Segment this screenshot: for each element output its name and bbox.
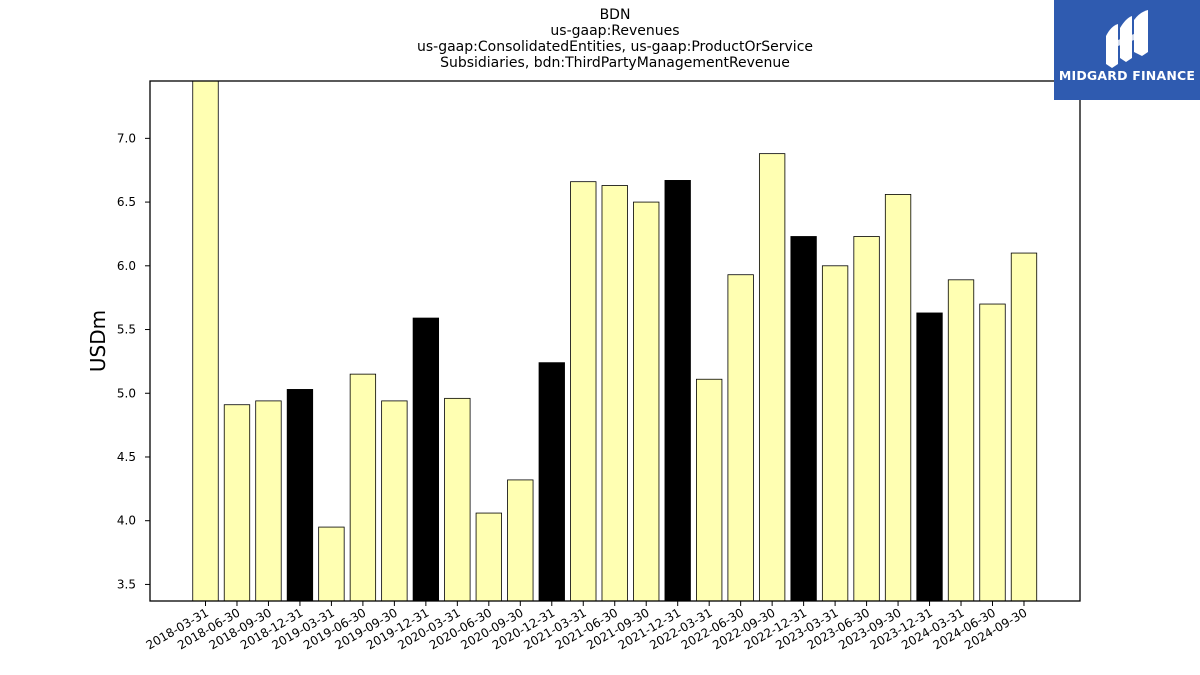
chart-subtitle-1: us-gaap:Revenues [550, 23, 680, 39]
y-tick-label: 5.0 [117, 386, 136, 400]
bar [727, 274, 754, 602]
bar [192, 80, 219, 602]
bar [758, 153, 786, 602]
bar [947, 279, 975, 602]
bar [664, 180, 691, 602]
y-tick-label: 6.0 [117, 259, 136, 273]
bar [884, 194, 912, 602]
bar [475, 512, 502, 602]
bar [381, 400, 408, 602]
bar [507, 479, 534, 602]
bar [601, 185, 628, 602]
bar [349, 373, 377, 602]
bar [223, 404, 251, 602]
x-axis: 2018-03-312018-06-302018-09-302018-12-31… [144, 601, 1030, 652]
y-tick-label: 4.5 [117, 450, 136, 464]
bar [696, 378, 723, 602]
bar [1010, 252, 1038, 602]
bar [444, 397, 471, 602]
y-tick-label: 4.0 [117, 514, 136, 528]
plot-frame [149, 80, 1081, 602]
bar [979, 303, 1006, 602]
bar [790, 236, 817, 602]
y-axis-label: USDm [86, 310, 110, 372]
y-tick-label: 3.5 [117, 577, 136, 591]
chart-title: BDN [599, 7, 631, 23]
y-tick-label: 7.0 [117, 131, 136, 145]
bar [255, 400, 282, 602]
bar [318, 526, 345, 602]
y-tick-label: 5.5 [117, 323, 136, 337]
chart-subtitle-2: us-gaap:ConsolidatedEntities, us-gaap:Pr… [417, 39, 813, 55]
bar [853, 236, 880, 602]
bar [916, 312, 943, 602]
logo-mark-icon [1106, 10, 1148, 68]
y-axis: 3.5 4.0 4.5 5.0 5.5 6.0 6.5 7.0 [117, 131, 150, 591]
bar [538, 362, 565, 602]
bar [286, 389, 314, 602]
chart-subtitle-3: Subsidiaries, bdn:ThirdPartyManagementRe… [440, 55, 790, 71]
logo-text: MIDGARD FINANCE [1058, 68, 1196, 83]
bar [821, 265, 849, 602]
midgard-finance-logo: MIDGARD FINANCE [1054, 0, 1200, 100]
bar [570, 181, 597, 602]
bar [412, 317, 440, 602]
bars-group [192, 80, 1038, 602]
y-tick-label: 6.5 [117, 195, 136, 209]
bar [633, 201, 660, 602]
